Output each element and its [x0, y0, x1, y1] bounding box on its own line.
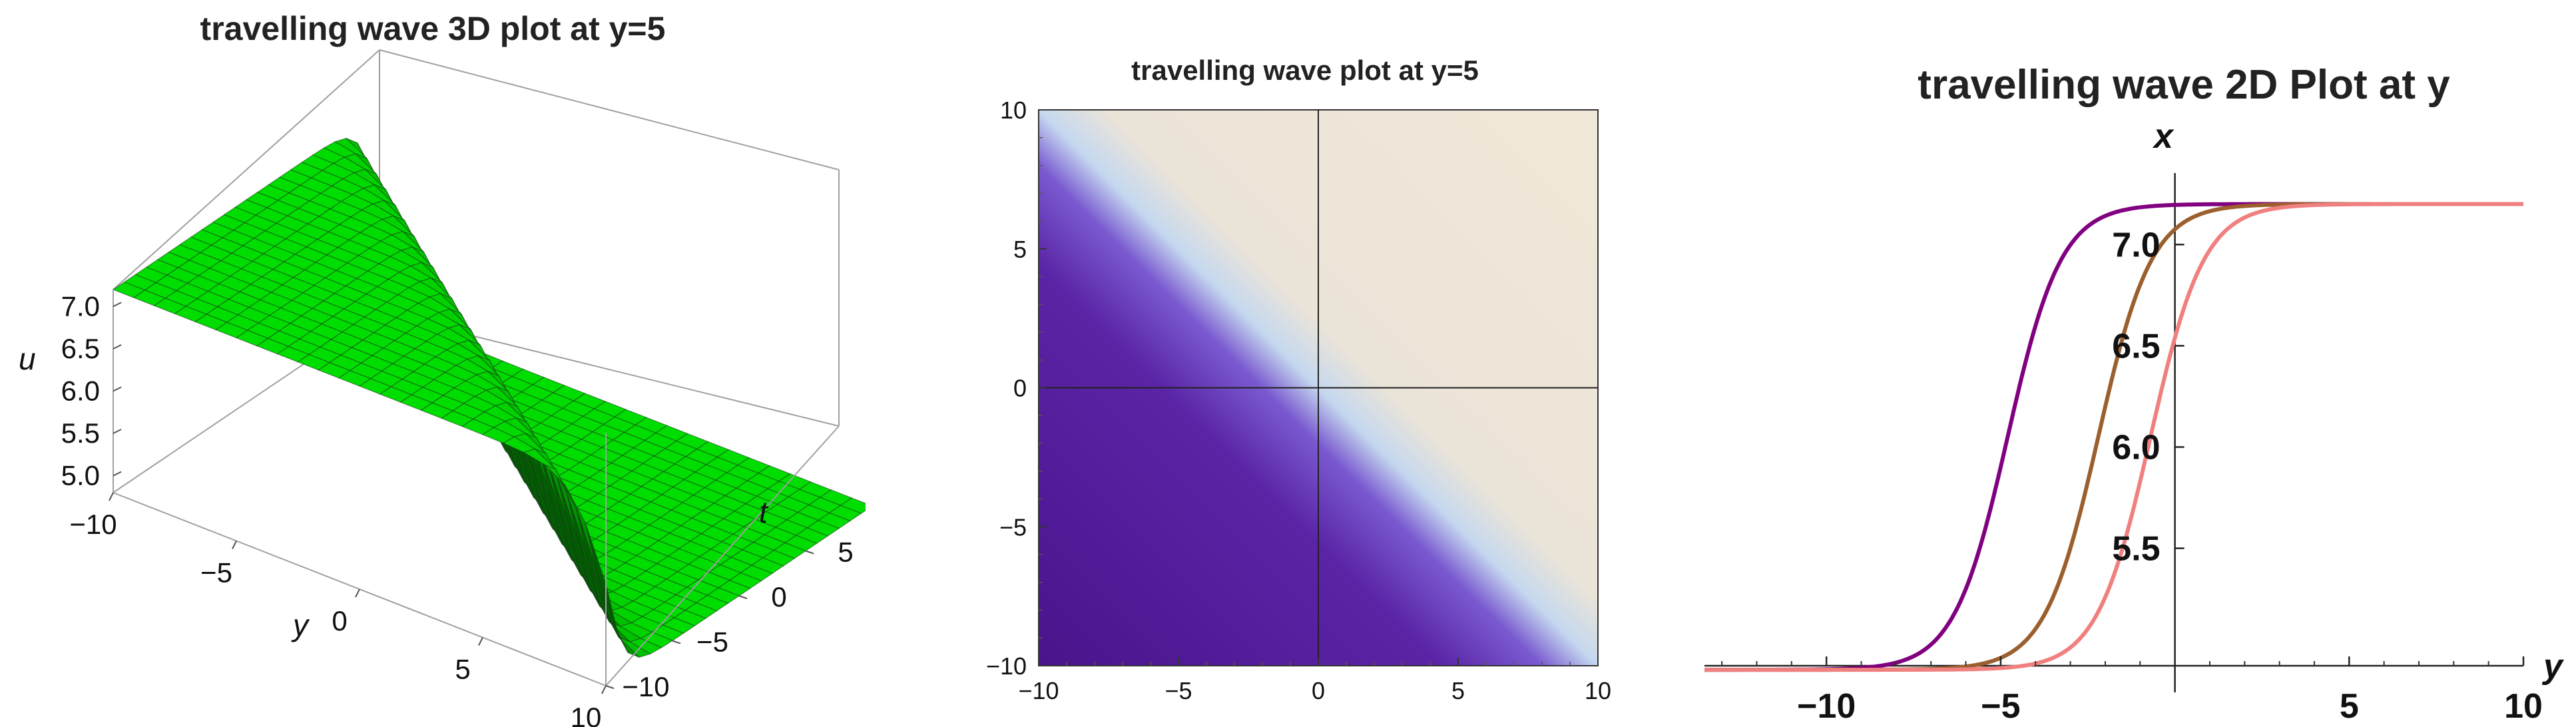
- line-y-label: x: [2152, 117, 2175, 156]
- y-tick-mark: [232, 541, 237, 549]
- y-tick-label: −10: [69, 509, 117, 540]
- t-tick-mark: [672, 640, 681, 644]
- z-tick-label: 6.0: [61, 375, 100, 407]
- line-series: [1704, 202, 2523, 672]
- density-y-tick-label: −10: [986, 652, 1027, 680]
- y-tick-label: 10: [571, 702, 602, 727]
- z-tick-label: 6.5: [61, 333, 100, 364]
- density-x-tick-label: −10: [1018, 677, 1059, 704]
- t-tick-mark: [605, 685, 615, 689]
- surface-mesh: [112, 138, 866, 658]
- line-y-tick-label: 6.0: [2112, 428, 2160, 467]
- line-x-tick-label: −10: [1797, 687, 1856, 726]
- y-tick-label: −5: [200, 557, 232, 589]
- line-series-2: [1704, 202, 2523, 672]
- z-tick-label: 7.0: [61, 290, 100, 322]
- density-y-tick-label: −5: [999, 513, 1027, 541]
- density-y-tick-label: 0: [1013, 375, 1027, 402]
- line-x-tick-label: 5: [2340, 687, 2359, 726]
- surface-patch: [585, 523, 618, 630]
- z-tick-mark: [113, 302, 122, 308]
- z-tick-mark: [113, 429, 122, 434]
- t-tick-label: −5: [696, 626, 728, 658]
- line-ticks: −10 −5 5 10 5.5 6.0 6.5 7.0: [1721, 226, 2543, 726]
- density-y-tick-label: 10: [1000, 97, 1027, 124]
- t-tick-label: −10: [622, 671, 669, 702]
- line-x-label: y: [2541, 647, 2565, 686]
- line-x-tick-label: −5: [1981, 687, 2020, 726]
- density-svg: travelling wave plot at y=5 −10−10 −5 −5 0 0…: [986, 55, 1611, 704]
- y-axis-label: y: [291, 608, 310, 642]
- line-y-tick-label: 6.5: [2112, 327, 2160, 365]
- y-axis-ticks: −10 −5 0 5 10: [69, 492, 607, 727]
- density-x-tick-label: 5: [1451, 677, 1465, 704]
- density-x-tick-label: −5: [1164, 677, 1192, 704]
- z-tick-mark: [113, 344, 122, 350]
- y-tick-mark: [109, 492, 114, 501]
- z-tick-mark: [113, 386, 122, 392]
- t-tick-label: 0: [771, 581, 786, 612]
- z-tick-mark: [113, 471, 122, 477]
- z-tick-label: 5.0: [61, 460, 100, 491]
- line-y-tick-label: 5.5: [2112, 530, 2160, 569]
- z-axis-label: u: [19, 342, 36, 376]
- t-tick-mark: [738, 595, 748, 599]
- y-tick-mark: [478, 637, 483, 646]
- z-tick-label: 5.5: [61, 417, 100, 449]
- density-x-tick-label: 0: [1312, 677, 1325, 704]
- line-x-tick-label: 10: [2504, 687, 2543, 726]
- t-tick-label: 5: [838, 537, 853, 568]
- line-axes: [1704, 173, 2523, 692]
- density-title: travelling wave plot at y=5: [1131, 55, 1479, 86]
- density-y-tick-label: 5: [1013, 236, 1027, 263]
- y-tick-label: 5: [455, 654, 470, 685]
- line-chart: travelling wave 2D Plot at y −10 −5 5 10 5.5…: [1678, 0, 2576, 727]
- y-tick-label: 0: [332, 605, 347, 636]
- t-tick-mark: [805, 550, 814, 555]
- line-svg: travelling wave 2D Plot at y −10 −5 5 10 5.5…: [1704, 62, 2565, 726]
- y-tick-mark: [601, 685, 607, 694]
- density-x-tick-label: 10: [1585, 677, 1611, 704]
- line-title: travelling wave 2D Plot at y: [1918, 62, 2450, 108]
- t-axis-label: t: [759, 495, 769, 529]
- surface-3d-svg: travelling wave 3D plot at y=5 5.0 5.5 6.0…: [19, 10, 866, 727]
- density-chart: travelling wave plot at y=5 −10 −10 −5 −5 0 0…: [919, 0, 1638, 727]
- surface-3d-chart: travelling wave 3D plot at y=5 5.0 5.5 6.0…: [0, 0, 866, 727]
- density-ticks: −10−10 −5 −5 0 0 5 5 10 10: [986, 97, 1611, 704]
- surface-3d-title: travelling wave 3D plot at y=5: [200, 10, 666, 47]
- y-tick-mark: [355, 589, 360, 598]
- line-y-tick-label: 7.0: [2112, 226, 2160, 264]
- z-axis-ticks: 5.0 5.5 6.0 6.5 7.0: [61, 290, 122, 491]
